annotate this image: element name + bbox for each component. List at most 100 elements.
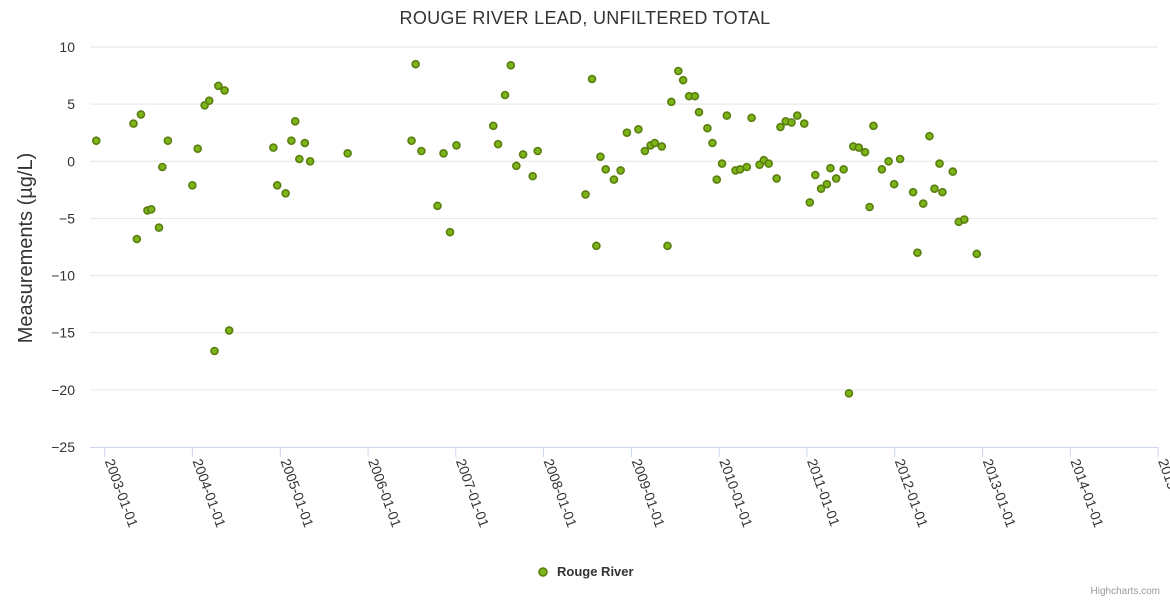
data-point[interactable] [433,201,442,211]
data-point[interactable] [816,184,826,194]
data-point[interactable] [188,180,197,190]
data-point[interactable] [884,156,893,166]
data-point[interactable] [305,156,315,166]
data-point[interactable] [500,90,510,100]
data-point[interactable] [622,128,632,138]
data-point[interactable] [439,148,448,158]
data-point[interactable] [91,136,101,146]
data-point[interactable] [787,118,796,127]
data-point[interactable] [764,159,773,168]
legend-marker-icon[interactable] [538,567,548,577]
data-point[interactable] [272,180,282,190]
data-point[interactable] [959,215,969,224]
data-point[interactable] [839,164,848,174]
data-point[interactable] [506,60,516,70]
data-point[interactable] [411,59,420,69]
data-point[interactable] [452,140,461,150]
data-point[interactable] [640,146,650,156]
data-point[interactable] [592,241,601,251]
data-point[interactable] [663,241,672,251]
legend[interactable]: Rouge River [538,564,634,579]
data-point[interactable] [708,138,717,148]
legend-item-rouge-river[interactable]: Rouge River [557,564,634,579]
data-point[interactable] [445,227,455,237]
data-point[interactable] [831,174,841,183]
data-point[interactable] [712,175,722,184]
data-point[interactable] [224,326,234,335]
data-point[interactable] [158,162,167,172]
data-point[interactable] [935,159,944,168]
data-point[interactable] [601,164,611,174]
data-point[interactable] [609,175,619,184]
data-point[interactable] [869,121,878,131]
data-point[interactable] [826,163,835,173]
data-point[interactable] [690,91,700,101]
data-point[interactable] [810,170,820,180]
data-point[interactable] [136,110,146,119]
data-point[interactable] [132,234,142,244]
data-point[interactable] [948,167,958,176]
data-point[interactable] [300,138,310,148]
data-point[interactable] [674,66,683,76]
data-point[interactable] [822,179,832,189]
data-point[interactable] [269,143,278,152]
data-point[interactable] [407,136,416,146]
data-point[interactable] [844,388,854,398]
data-point[interactable] [703,123,712,133]
data-point[interactable] [860,147,870,157]
data-point[interactable] [587,74,597,84]
data-point[interactable] [889,179,899,189]
data-point[interactable] [747,113,756,123]
data-point[interactable] [930,184,939,194]
data-point[interactable] [938,187,947,197]
data-point[interactable] [281,188,290,198]
data-point[interactable] [518,150,528,159]
data-point[interactable] [616,166,625,175]
data-point[interactable] [146,204,156,214]
data-point[interactable] [742,162,752,172]
data-point[interactable] [634,124,643,134]
data-point[interactable] [776,122,785,132]
data-point[interactable] [865,202,874,212]
data-point[interactable] [657,142,667,151]
series-rouge-river[interactable] [91,59,982,398]
data-point[interactable] [918,199,928,208]
data-point[interactable] [163,136,173,146]
data-point[interactable] [895,154,905,164]
data-point[interactable] [290,116,300,126]
data-point[interactable] [210,346,219,356]
data-point[interactable] [417,146,426,156]
data-point[interactable] [717,159,727,168]
data-point[interactable] [925,131,934,141]
data-point[interactable] [792,111,802,120]
data-point[interactable] [667,97,676,107]
data-point[interactable] [972,249,982,259]
data-point[interactable] [154,223,164,232]
data-point[interactable] [772,174,781,183]
data-point[interactable] [805,198,815,207]
credits-link[interactable]: Highcharts.com [1091,586,1160,597]
data-point[interactable] [877,164,887,174]
data-point[interactable] [722,111,732,120]
data-point[interactable] [129,119,138,128]
data-point[interactable] [493,139,503,149]
data-point[interactable] [528,171,537,181]
data-point[interactable] [214,81,223,91]
data-point[interactable] [694,107,704,117]
data-point[interactable] [678,75,688,85]
data-point[interactable] [913,248,922,258]
data-point[interactable] [343,148,352,158]
data-point[interactable] [220,86,229,95]
data-point[interactable] [854,143,864,152]
data-point[interactable] [204,96,214,106]
data-point[interactable] [581,190,590,199]
data-point[interactable] [287,136,296,146]
data-point[interactable] [193,144,202,154]
data-point[interactable] [488,121,498,131]
data-point[interactable] [650,138,660,148]
data-point[interactable] [295,154,304,164]
data-point[interactable] [799,119,809,128]
data-point[interactable] [596,152,605,162]
data-point[interactable] [908,187,918,197]
data-point[interactable] [533,146,543,156]
